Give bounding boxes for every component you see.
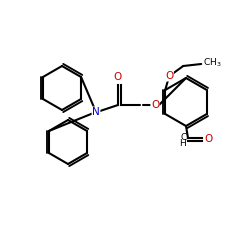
Text: O: O (151, 100, 159, 110)
Text: O: O (114, 72, 122, 82)
Text: CH$_3$: CH$_3$ (203, 57, 222, 69)
Text: C: C (181, 132, 187, 141)
Text: N: N (92, 107, 100, 117)
Text: H: H (179, 140, 186, 148)
Text: O: O (165, 71, 173, 81)
Text: O: O (204, 134, 212, 144)
